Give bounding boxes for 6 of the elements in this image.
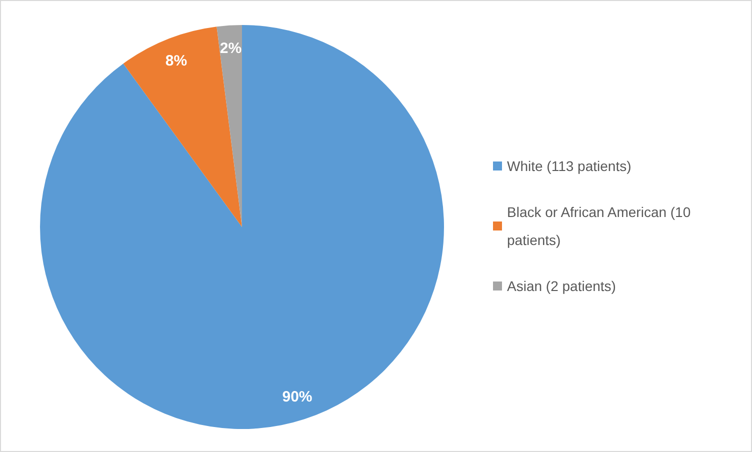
data-label: 90% [282, 388, 312, 406]
data-label: 2% [220, 40, 242, 58]
legend-label: White (113 patients) [507, 158, 632, 174]
legend-label: Asian (2 patients) [507, 278, 616, 294]
legend-label: Black or African American (10 patients) [507, 204, 695, 248]
data-label: 8% [165, 52, 188, 70]
